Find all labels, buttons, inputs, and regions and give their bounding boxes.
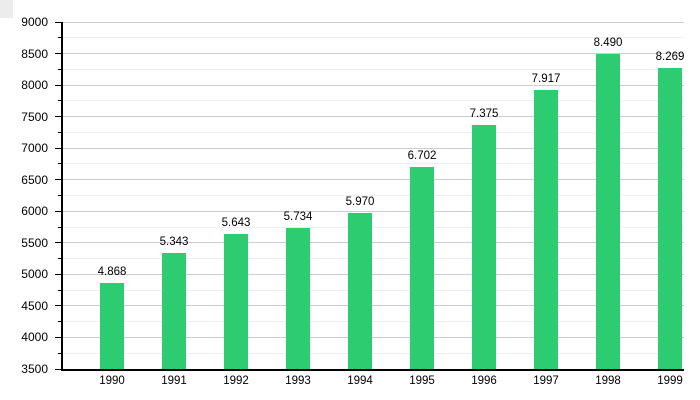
y-gridline-minor	[61, 352, 684, 354]
y-tick-label: 7000	[21, 141, 48, 156]
y-gridline-minor	[61, 131, 684, 133]
y-tick-minor	[57, 226, 61, 228]
y-tick-major	[55, 336, 61, 338]
bar	[224, 233, 248, 369]
y-tick-major	[55, 210, 61, 212]
bar	[286, 228, 310, 369]
y-gridline-major	[61, 305, 684, 307]
y-gridline-major	[61, 179, 684, 181]
y-tick-label: 8000	[21, 78, 48, 93]
y-tick-label: 6500	[21, 172, 48, 187]
y-tick-label: 3500	[21, 362, 48, 376]
y-tick-major	[55, 179, 61, 181]
y-tick-major	[55, 368, 61, 370]
y-gridline-minor	[61, 258, 684, 260]
bar	[658, 68, 682, 369]
y-gridline-minor	[61, 226, 684, 228]
y-tick-major	[55, 84, 61, 86]
y-tick-major	[55, 53, 61, 55]
x-tick-label: 1995	[409, 375, 435, 387]
bar-value-label: 8.269	[655, 51, 685, 64]
y-gridline-minor	[61, 195, 684, 196]
y-tick-label: 8500	[21, 46, 48, 61]
y-gridline-minor	[61, 321, 684, 323]
y-gridline-major	[61, 242, 684, 244]
bar-value-label: 7.375	[469, 107, 499, 120]
x-tick-label: 1999	[657, 375, 683, 387]
x-tick-label: 1993	[285, 375, 311, 387]
y-tick-label: 7500	[21, 109, 48, 124]
y-tick-major	[55, 116, 61, 118]
y-gridline-major	[61, 53, 684, 55]
bar-value-label: 5.970	[345, 196, 375, 209]
y-tick-minor	[57, 163, 61, 165]
y-tick-major	[55, 242, 61, 244]
y-tick-label: 4000	[21, 330, 48, 345]
y-tick-minor	[57, 258, 61, 260]
bar	[472, 124, 496, 369]
y-tick-minor	[57, 289, 61, 291]
y-gridline-major	[61, 147, 684, 149]
bar	[162, 252, 186, 369]
y-tick-minor	[57, 321, 61, 323]
bar	[596, 54, 620, 369]
bar-value-label: 5.343	[159, 235, 189, 248]
y-gridline-major	[61, 84, 684, 86]
y-tick-minor	[57, 352, 61, 354]
y-axis-line	[61, 22, 63, 371]
y-tick-minor	[57, 68, 61, 70]
y-gridline-major	[61, 273, 684, 275]
y-gridline-major	[61, 21, 684, 23]
y-tick-minor	[57, 100, 61, 102]
bar-value-label: 8.490	[593, 37, 623, 50]
bar	[410, 166, 434, 369]
x-axis-line	[61, 369, 684, 371]
x-tick-label: 1991	[161, 375, 187, 387]
corner-artifact	[0, 0, 13, 18]
y-gridline-minor	[61, 37, 684, 39]
bar-value-label: 7.917	[531, 73, 561, 86]
x-tick-label: 1990	[99, 375, 125, 387]
x-tick-label: 1994	[347, 375, 373, 387]
bar-value-label: 5.734	[283, 211, 313, 224]
y-gridline-major	[61, 210, 684, 212]
x-tick-label: 1998	[595, 375, 621, 387]
bar	[534, 90, 558, 369]
bar-value-label: 5.643	[221, 216, 251, 229]
y-tick-minor	[57, 195, 61, 196]
y-gridline-major	[61, 116, 684, 118]
x-tick-label: 1992	[223, 375, 249, 387]
y-gridline-major	[61, 336, 684, 338]
y-tick-major	[55, 305, 61, 307]
y-gridline-minor	[61, 289, 684, 291]
bar-value-label: 4.868	[97, 265, 127, 278]
y-gridline-minor	[61, 68, 684, 70]
y-tick-label: 6000	[21, 204, 48, 219]
y-tick-label: 9000	[21, 15, 48, 29]
y-gridline-minor	[61, 100, 684, 102]
y-tick-label: 4500	[21, 298, 48, 313]
y-tick-label: 5000	[21, 267, 48, 282]
bar	[100, 282, 124, 369]
y-tick-major	[55, 273, 61, 275]
y-tick-minor	[57, 37, 61, 39]
x-tick-label: 1996	[471, 375, 497, 387]
y-tick-major	[55, 147, 61, 149]
x-tick-label: 1997	[533, 375, 559, 387]
bar-value-label: 6.702	[407, 149, 437, 162]
bar	[348, 213, 372, 369]
y-gridline-minor	[61, 163, 684, 165]
y-tick-major	[55, 21, 61, 23]
y-tick-minor	[57, 131, 61, 133]
y-tick-label: 5500	[21, 235, 48, 250]
